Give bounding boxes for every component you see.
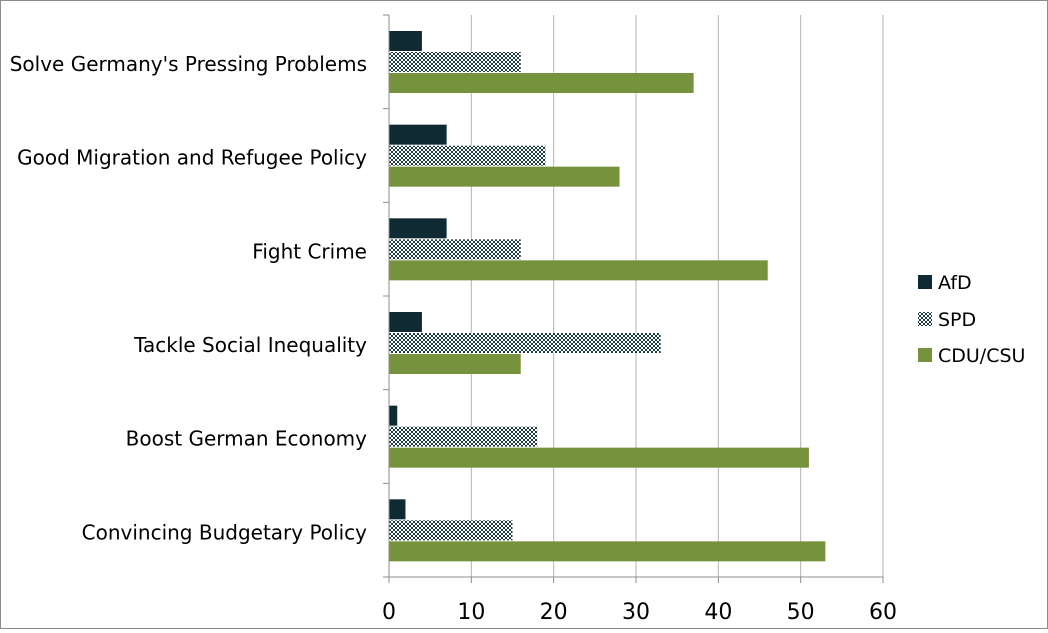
bars (389, 31, 826, 562)
x-tick-label: 10 (457, 600, 485, 625)
bar-afd (389, 312, 422, 332)
bar-afd (389, 499, 406, 520)
x-tick-label: 50 (787, 600, 815, 625)
bar-spd (389, 52, 521, 72)
bar-cdu-csu (389, 73, 694, 93)
bar-spd (389, 239, 521, 260)
bar-cdu-csu (389, 354, 521, 374)
bar-afd (389, 31, 422, 51)
bar-cdu-csu (389, 166, 620, 187)
bar-afd (389, 218, 447, 239)
legend: AfD SPD CDU/CSU (918, 272, 1025, 367)
bar-spd (389, 333, 661, 353)
legend-swatch-cdu-csu (918, 348, 932, 362)
category-label: Tackle Social Inequality (133, 333, 367, 357)
bar-afd (389, 405, 398, 426)
bar-cdu-csu (389, 447, 809, 468)
category-label: Convincing Budgetary Policy (82, 520, 368, 544)
category-label: Solve Germany's Pressing Problems (10, 52, 367, 76)
legend-label: CDU/CSU (938, 345, 1025, 367)
axes (383, 14, 884, 583)
x-tick-label: 60 (869, 600, 897, 625)
x-tick-label: 30 (622, 600, 650, 625)
gridlines (470, 15, 884, 577)
x-tick-label: 0 (382, 600, 396, 625)
x-tick-label: 20 (540, 600, 568, 625)
bar-cdu-csu (389, 260, 768, 281)
category-label: Boost German Economy (126, 427, 368, 451)
x-tick-label: 40 (704, 600, 732, 625)
bar-spd (389, 145, 546, 166)
category-label: Good Migration and Refugee Policy (17, 146, 367, 170)
bar-spd (389, 520, 513, 541)
bar-afd (389, 124, 447, 145)
legend-label: AfD (938, 272, 972, 294)
legend-label: SPD (938, 309, 976, 331)
legend-swatch-spd (918, 312, 932, 326)
labels: 0 10 20 30 40 50 60 Solve Germany's Pressing Pr… (10, 52, 897, 625)
bar-cdu-csu (389, 541, 826, 562)
legend-swatch-afd (918, 275, 932, 289)
bar-spd (389, 426, 538, 447)
category-label: Fight Crime (252, 239, 367, 263)
